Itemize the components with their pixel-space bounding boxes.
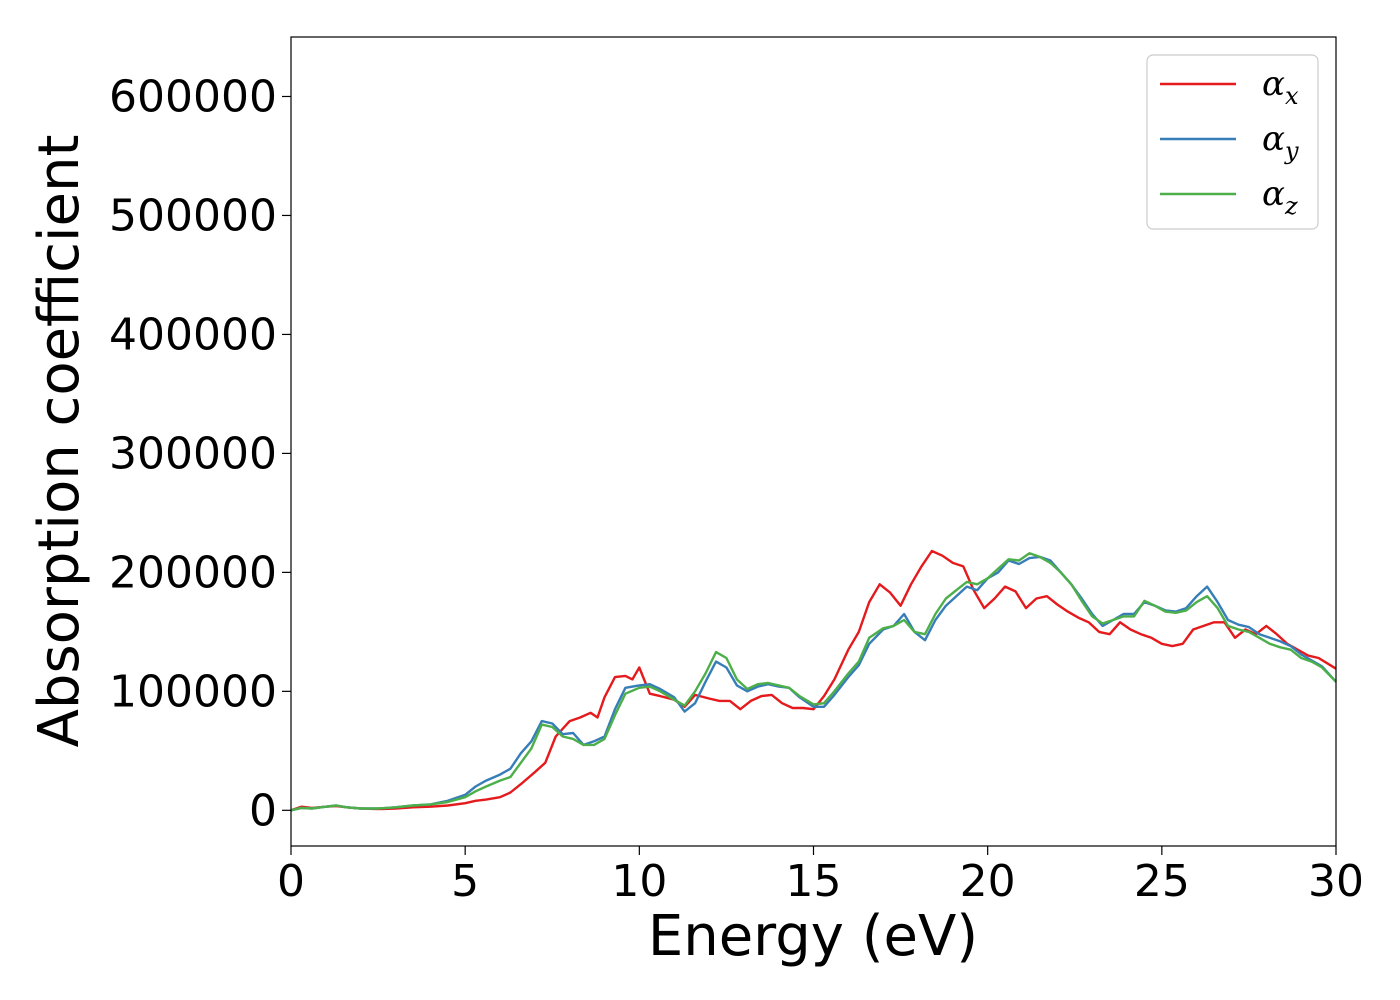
y-tick-label: 500000 — [109, 190, 277, 241]
x-tick-label: 20 — [960, 856, 1016, 907]
x-axis: 0 5 10 15 20 25 30 — [277, 846, 1364, 907]
y-tick-label: 400000 — [109, 309, 277, 360]
y-tick-label: 0 — [249, 785, 277, 836]
series-line-x — [290, 549, 1337, 812]
legend-label-x: αx — [1262, 64, 1299, 110]
legend: αx αy αz — [1146, 54, 1319, 230]
y-axis-title: Absorption coefficient — [27, 135, 92, 748]
legend-box — [1146, 54, 1319, 230]
y-tick-label: 200000 — [109, 547, 277, 598]
series-layer — [290, 549, 1337, 812]
x-axis-title: Energy (eV) — [648, 904, 978, 969]
y-tick-label: 600000 — [109, 71, 277, 122]
series-line-z — [290, 552, 1337, 812]
y-axis: 0 100000 200000 300000 400000 500000 600000 — [109, 71, 291, 836]
legend-label-y: αy — [1262, 119, 1299, 165]
x-tick-label: 25 — [1134, 856, 1190, 907]
x-tick-label: 15 — [786, 856, 842, 907]
y-tick-label: 300000 — [109, 428, 277, 479]
x-tick-label: 30 — [1308, 856, 1364, 907]
x-tick-label: 5 — [451, 856, 479, 907]
x-tick-label: 0 — [277, 856, 305, 907]
legend-label-z: αz — [1262, 174, 1298, 220]
y-tick-label: 100000 — [109, 666, 277, 717]
x-tick-label: 10 — [611, 856, 667, 907]
